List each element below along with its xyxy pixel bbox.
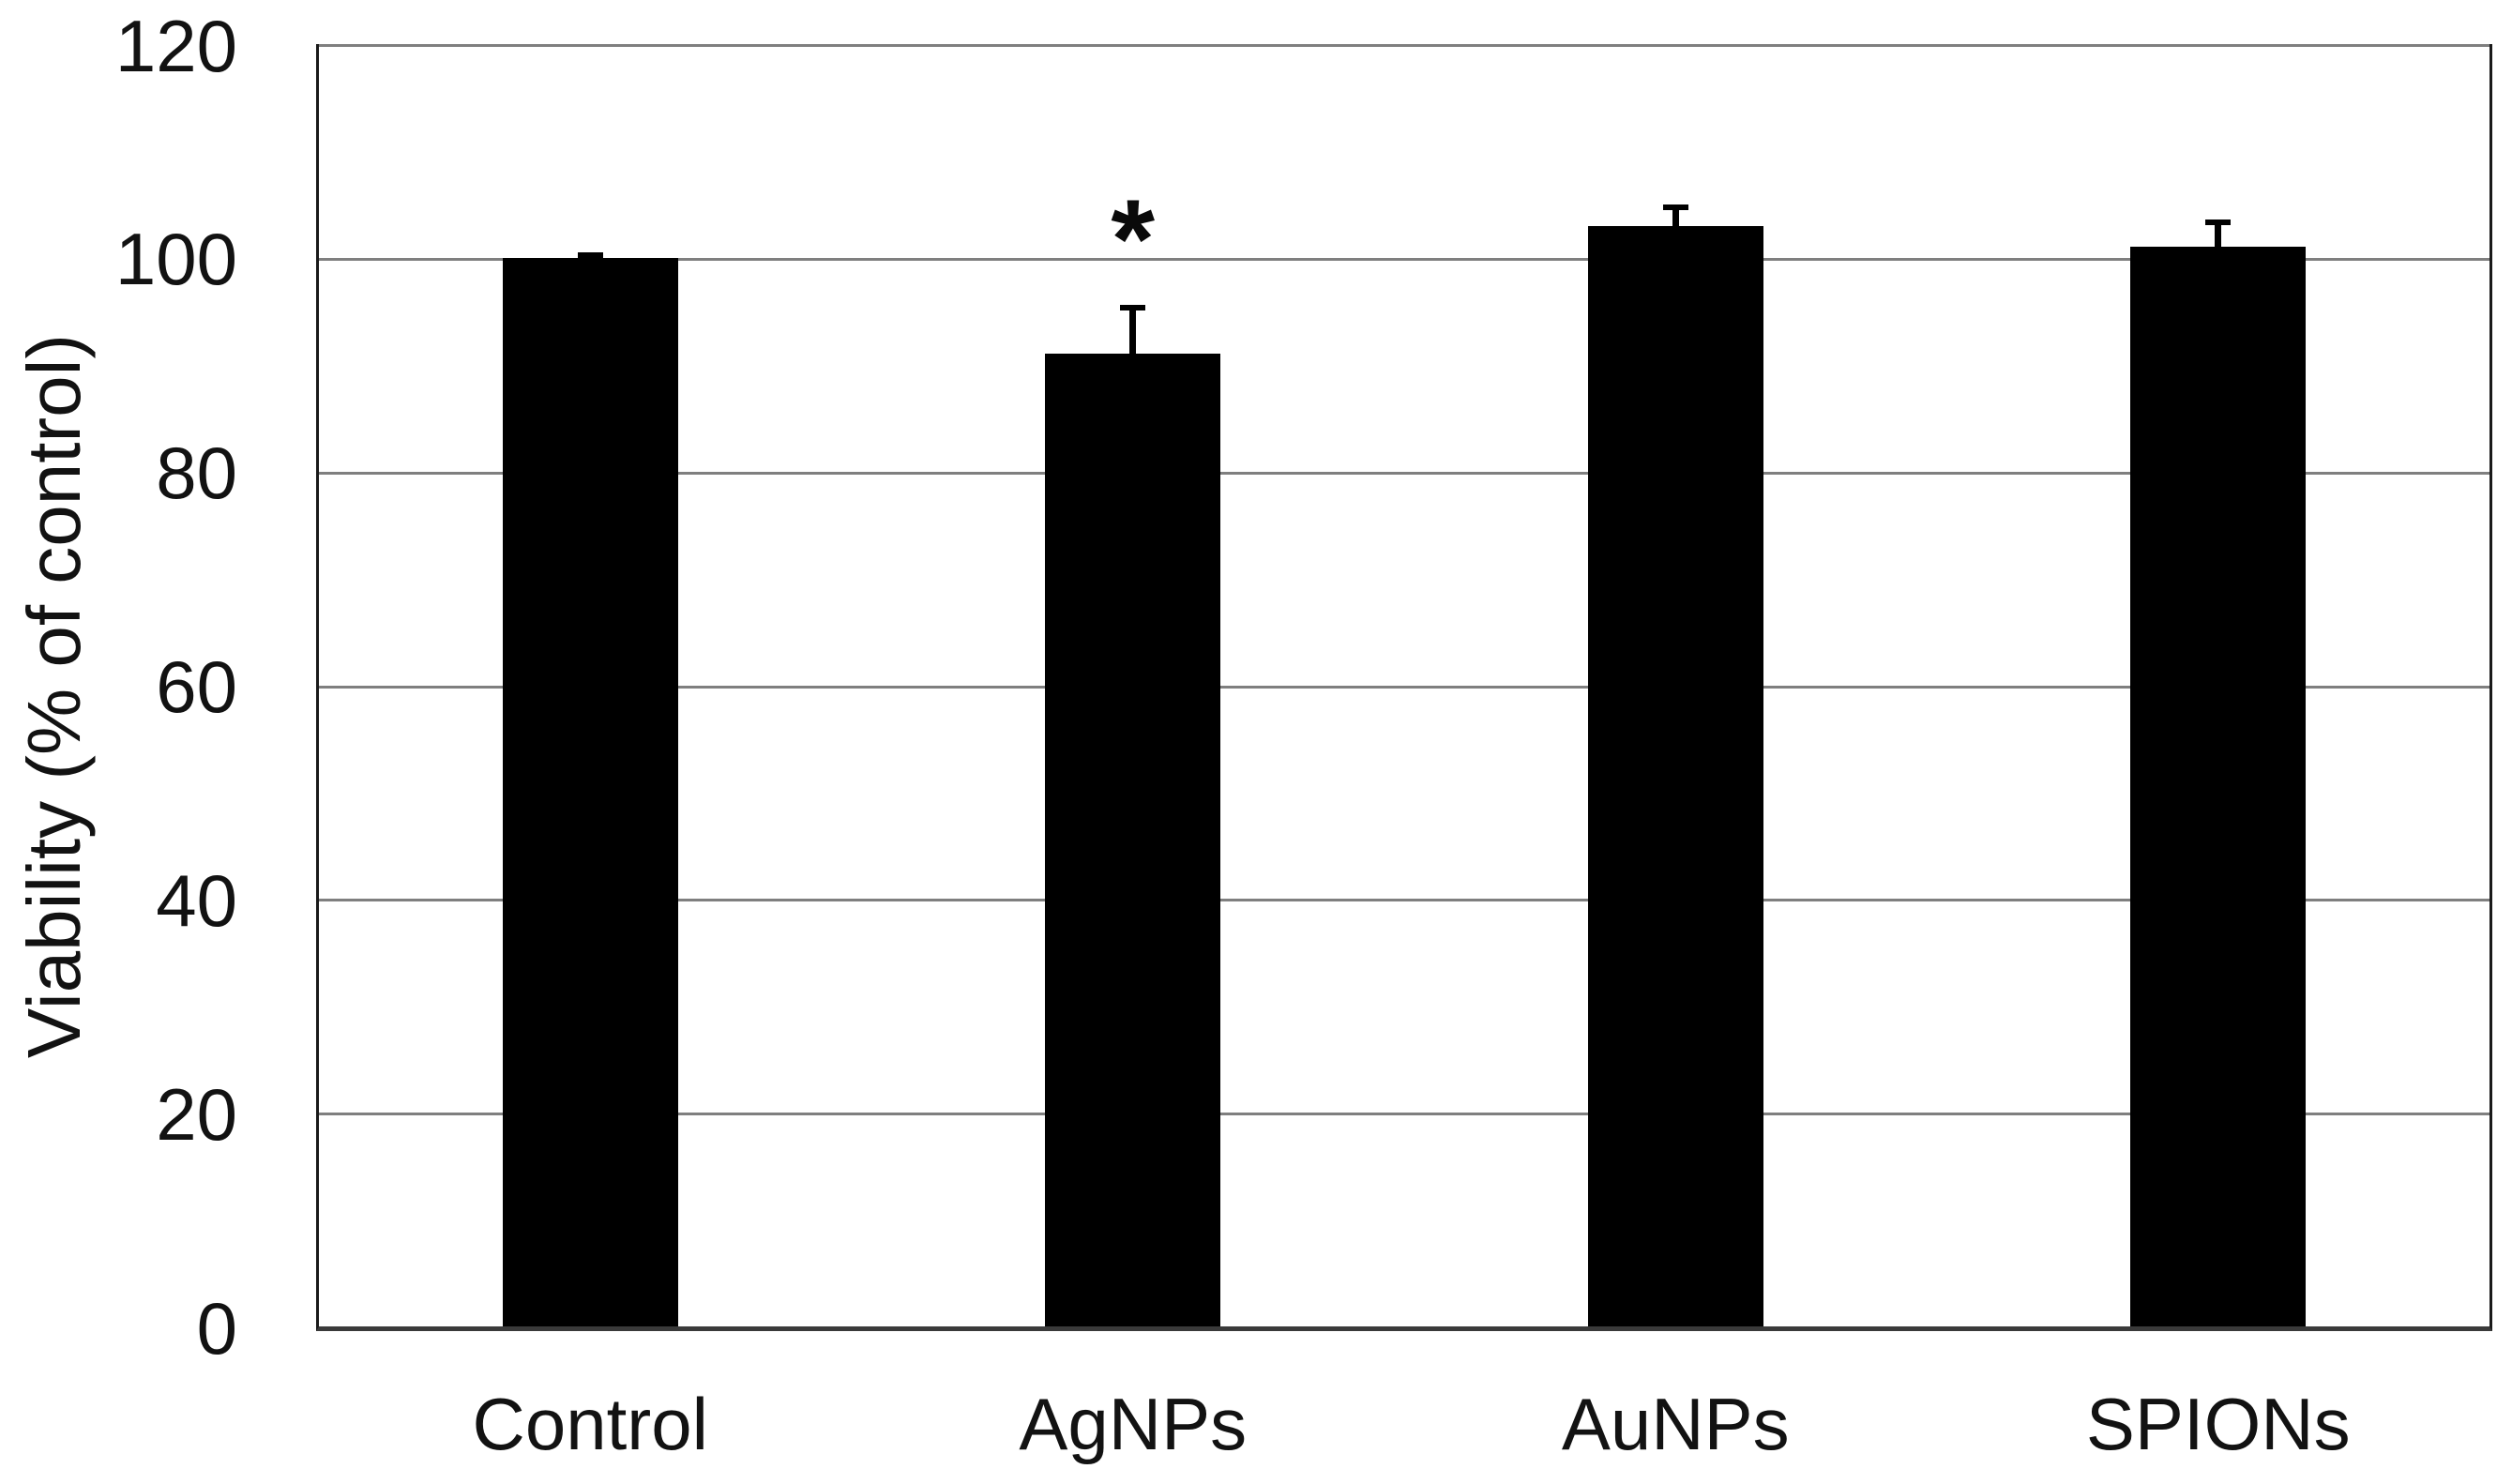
bar-aunps [1587, 225, 1763, 1326]
y-tick-label-60: 60 [156, 645, 237, 728]
error-bar-cap-agnps [1120, 304, 1146, 310]
gridline-20 [319, 1113, 2489, 1116]
y-tick-label-100: 100 [114, 218, 237, 301]
bar-spions [2130, 247, 2307, 1326]
y-tick-label-40: 40 [156, 858, 237, 942]
error-bar-stem-aunps [1672, 204, 1679, 226]
x-axis-labels: Control AgNPs AuNPs SPIONs [0, 1383, 2512, 1484]
y-tick-label-0: 0 [196, 1286, 237, 1370]
gridline-80 [319, 471, 2489, 475]
bar-control [502, 257, 678, 1326]
gridline-120 [319, 44, 2489, 47]
error-bar-cap-aunps [1662, 204, 1688, 210]
gridline-40 [319, 899, 2489, 902]
y-tick-label-120: 120 [114, 4, 237, 87]
bar-agnps [1045, 354, 1221, 1326]
error-bar-stem-spions [2215, 219, 2222, 248]
error-bar-cap-control [577, 252, 603, 259]
x-axis-label-spions: SPIONs [2085, 1383, 2351, 1465]
error-bar-cap-spions [2205, 219, 2232, 225]
plot-area: * [316, 44, 2492, 1331]
y-tick-label-80: 80 [156, 432, 237, 515]
gridline-60 [319, 685, 2489, 689]
gridline-100 [319, 257, 2489, 261]
significance-asterisk-agnps: * [1111, 176, 1156, 303]
x-axis-label-aunps: AuNPs [1561, 1383, 1790, 1465]
error-bar-stem-agnps [1129, 304, 1137, 355]
y-tick-label-20: 20 [156, 1072, 237, 1156]
y-axis-tick-labels: 0 20 40 60 80 100 120 [0, 0, 237, 1484]
x-axis-label-control: Control [472, 1383, 708, 1465]
x-axis-label-agnps: AgNPs [1019, 1383, 1248, 1465]
